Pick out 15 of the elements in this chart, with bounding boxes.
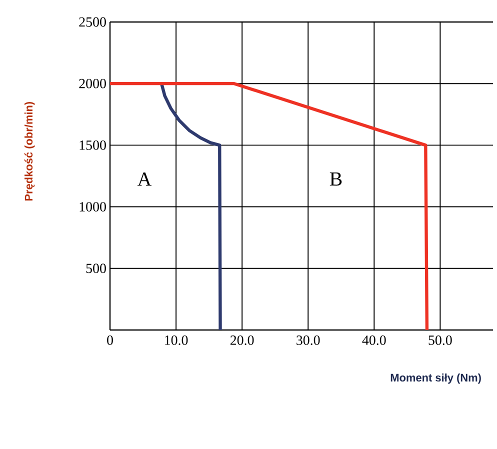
x-tick-label: 50.0 [428,336,452,345]
x-tick-label: 40.0 [362,336,386,345]
annotation: B [330,172,342,186]
y-tick-label: 500 [86,264,106,274]
x-axis-title: Moment siły (Nm) [390,374,481,384]
x-tick-label: 0 [107,336,113,345]
y-tick-label: 1500 [80,140,106,150]
y-axis-title: Prędkość (obr/min) [24,102,35,201]
x-tick-label: 30.0 [296,336,320,345]
y-tick-label: 1000 [80,202,106,212]
y-tick-label: 2500 [79,17,106,27]
y-tick-label: 2000 [79,78,106,88]
annotation: A [137,172,152,186]
x-tick-label: 20.0 [230,336,254,345]
x-tick-label: 10.0 [165,336,188,345]
